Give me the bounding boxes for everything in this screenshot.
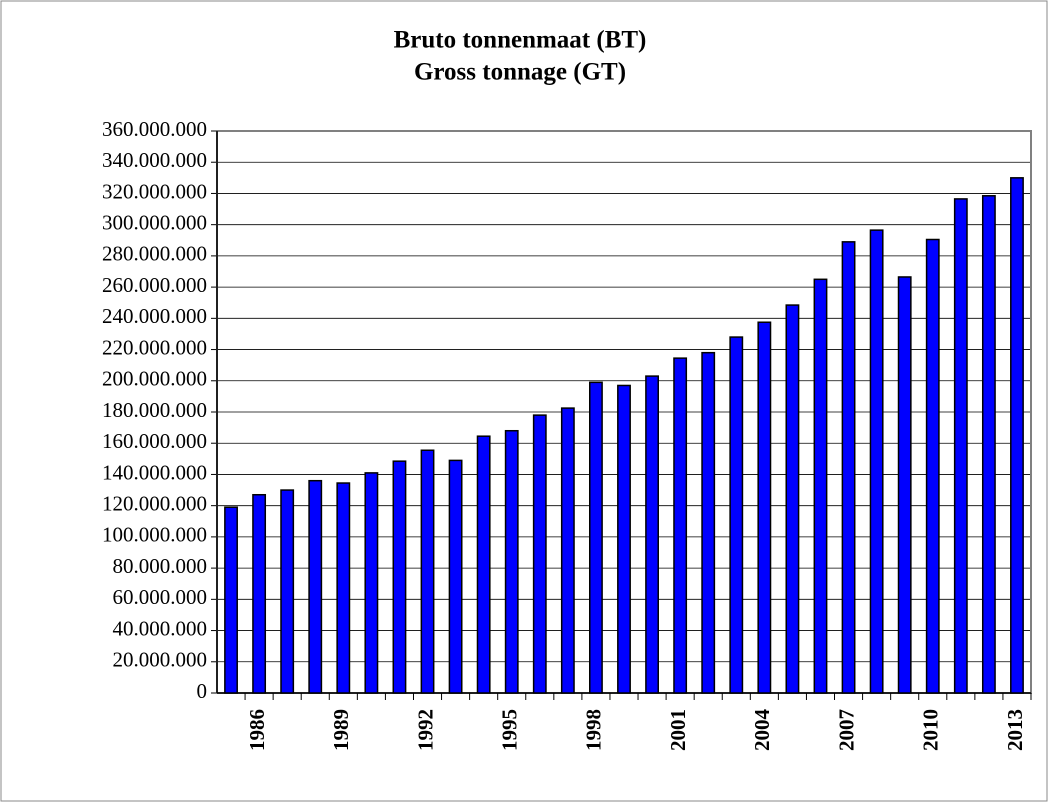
y-tick-label: 340.000.000 xyxy=(102,148,207,172)
x-tick-label: 1995 xyxy=(498,709,522,751)
bar xyxy=(392,460,407,694)
chart-subtitle: Gross tonnage (GT) xyxy=(414,59,626,86)
bar xyxy=(897,276,912,694)
x-tick-label: 2004 xyxy=(750,709,774,752)
bar xyxy=(364,472,379,694)
bar xyxy=(308,479,323,694)
y-tick-label: 300.000.000 xyxy=(102,210,207,234)
y-tick-label: 220.000.000 xyxy=(102,335,207,359)
bar xyxy=(336,482,351,694)
bar xyxy=(981,195,996,694)
y-tick-label: 200.000.000 xyxy=(102,367,207,391)
y-tick-label: 280.000.000 xyxy=(102,242,207,266)
bar xyxy=(813,278,828,694)
bar xyxy=(560,407,575,694)
bar xyxy=(252,493,267,694)
y-tick-label: 360.000.000 xyxy=(102,117,207,141)
bar xyxy=(673,357,688,694)
x-tick-label: 2007 xyxy=(834,709,858,751)
bar xyxy=(420,449,435,694)
y-tick-label: 260.000.000 xyxy=(102,273,207,297)
bar xyxy=(617,384,631,694)
y-tick-label: 320.000.000 xyxy=(102,179,207,203)
y-tick-label: 240.000.000 xyxy=(102,304,207,328)
bar xyxy=(953,198,968,694)
bar xyxy=(589,381,603,694)
y-tick-label: 120.000.000 xyxy=(102,491,207,515)
bar xyxy=(645,375,659,694)
bar xyxy=(280,489,295,694)
x-tick-label: 1998 xyxy=(582,709,606,751)
bar xyxy=(1010,177,1024,694)
x-tick-label: 2001 xyxy=(666,709,690,751)
bar xyxy=(448,459,463,694)
bar xyxy=(504,429,519,694)
bar xyxy=(841,241,856,694)
y-tick-label: 180.000.000 xyxy=(102,398,207,422)
y-tick-label: 100.000.000 xyxy=(102,523,207,547)
y-tick-label: 40.000.000 xyxy=(113,616,208,640)
x-tick-label: 2013 xyxy=(1003,709,1027,751)
bar xyxy=(729,336,744,694)
y-tick-label: 20.000.000 xyxy=(113,648,208,672)
y-tick-label: 0 xyxy=(197,679,208,703)
y-tick-label: 140.000.000 xyxy=(102,460,207,484)
y-tick-label: 60.000.000 xyxy=(113,585,208,609)
y-tick-label: 160.000.000 xyxy=(102,429,207,453)
x-tick-label: 1986 xyxy=(245,709,269,751)
bar xyxy=(925,238,940,694)
bar xyxy=(701,351,716,694)
bar xyxy=(785,304,800,694)
bar xyxy=(532,414,547,694)
y-tick-label: 80.000.000 xyxy=(113,554,208,578)
bar xyxy=(476,435,491,694)
x-tick-label: 1992 xyxy=(413,709,437,751)
chart-title: Bruto tonnenmaat (BT) xyxy=(394,27,647,54)
bar xyxy=(224,506,238,694)
x-tick-label: 1989 xyxy=(329,709,353,751)
bar xyxy=(757,321,772,694)
bar xyxy=(869,229,884,694)
x-tick-label: 2010 xyxy=(919,709,943,751)
